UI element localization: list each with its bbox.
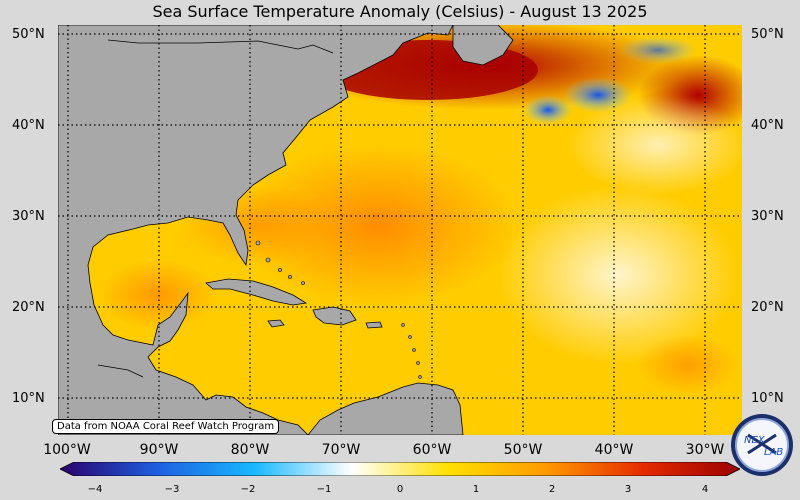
lon-label-50w: 50°W [503, 442, 543, 458]
land-south-america [307, 382, 464, 435]
lat-label-10n-right: 10°N [751, 391, 784, 406]
lon-label-100w: 100°W [43, 442, 91, 458]
lon-label-90w: 90°W [139, 442, 179, 458]
land-north-america [58, 25, 454, 435]
lat-label-40n-right: 40°N [751, 118, 784, 133]
colorbar-tick-3: 3 [624, 484, 632, 495]
lon-label-40w: 40°W [594, 442, 634, 458]
lat-label-50n-left: 50°N [12, 27, 45, 42]
lat-label-30n-left: 30°N [12, 209, 45, 224]
lon-label-70w: 70°W [321, 442, 361, 458]
data-credit: Data from NOAA Coral Reef Watch Program [52, 419, 280, 434]
political-borders [97, 39, 334, 378]
map-title: Sea Surface Temperature Anomaly (Celsius… [152, 2, 648, 21]
colorbar-tick-minus2: −2 [240, 484, 256, 495]
lon-label-60w: 60°W [412, 442, 452, 458]
land-puerto-rico [365, 321, 383, 329]
lon-label-30w: 30°W [685, 442, 725, 458]
colorbar-tick-minus1: −1 [316, 484, 332, 495]
lat-label-10n-left: 10°N [12, 391, 45, 406]
colorbar [60, 462, 740, 476]
land-jamaica [267, 319, 285, 328]
lat-label-50n-right: 50°N [751, 27, 784, 42]
colorbar-tick-0: 0 [396, 484, 404, 495]
svg-text:LAB: LAB [764, 447, 783, 458]
colorbar-tick-4: 4 [701, 484, 709, 495]
land-lesser-antilles [401, 323, 422, 379]
land-cuba [205, 278, 308, 306]
lon-label-80w: 80°W [230, 442, 270, 458]
svg-text:NEX: NEX [744, 435, 766, 446]
lat-label-20n-right: 20°N [751, 300, 784, 315]
colorbar-tick-1: 1 [472, 484, 480, 495]
colorbar-tick-minus3: −3 [164, 484, 180, 495]
colorbar-tick-minus4: −4 [87, 484, 103, 495]
land-bahamas [255, 240, 305, 285]
sst-anomaly-map [58, 25, 742, 435]
nexlab-logo[interactable]: NEX LAB [730, 413, 794, 477]
graticule [58, 25, 742, 435]
land-newfoundland [452, 25, 514, 66]
lat-label-40n-left: 40°N [12, 118, 45, 133]
lat-label-30n-right: 30°N [751, 209, 784, 224]
colorbar-tick-2: 2 [548, 484, 556, 495]
land-hispaniola [312, 306, 357, 326]
lat-label-20n-left: 20°N [12, 300, 45, 315]
